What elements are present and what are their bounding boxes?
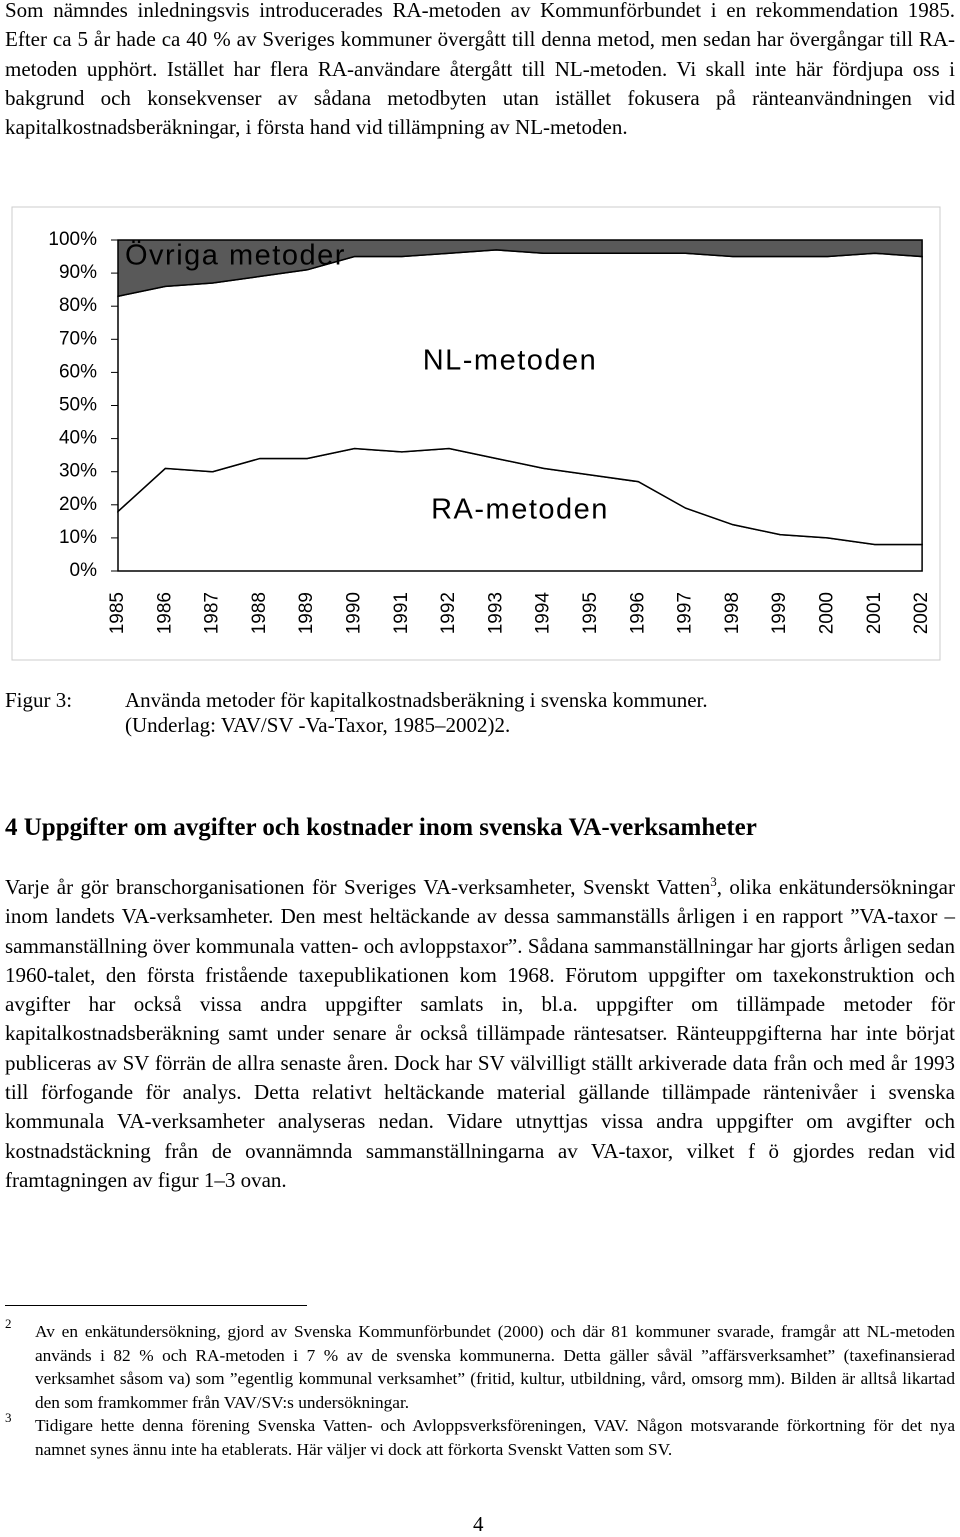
footnote-rule xyxy=(5,1305,307,1306)
x-tick-label: 2002 xyxy=(911,592,932,634)
x-tick-label: 1998 xyxy=(722,592,743,634)
page-number: 4 xyxy=(473,1512,484,1536)
y-tick-label: 30% xyxy=(59,461,97,482)
x-tick-label: 1995 xyxy=(580,592,601,634)
area-label: RA-metoden xyxy=(431,494,609,526)
y-tick-label: 80% xyxy=(59,295,97,316)
text: , olika enkätundersökningar inom landets… xyxy=(5,875,955,1192)
chart-frame xyxy=(11,206,941,661)
y-tick-label: 100% xyxy=(48,229,97,250)
footnote-number: 3 xyxy=(5,1410,12,1425)
y-tick-label: 0% xyxy=(70,560,98,581)
x-tick-label: 2001 xyxy=(864,592,885,634)
caption-line: Använda metoder för kapitalkostnadsberäk… xyxy=(125,688,708,712)
paragraph: Varje år gör branschorganisationen för S… xyxy=(5,873,955,1195)
y-tick-label: 40% xyxy=(59,428,97,449)
y-tick-label: 90% xyxy=(59,262,97,283)
footnote: Tidigare hette denna förening Svenska Va… xyxy=(35,1416,955,1459)
x-tick-label: 1985 xyxy=(107,592,128,634)
x-tick-label: 1988 xyxy=(249,592,270,634)
x-tick-label: 1987 xyxy=(202,592,223,634)
x-tick-label: 1997 xyxy=(675,592,696,634)
x-tick-label: 1986 xyxy=(154,592,175,634)
y-tick-label: 60% xyxy=(59,361,97,382)
x-tick-label: 2000 xyxy=(817,592,838,634)
y-tick-label: 70% xyxy=(59,328,97,349)
footnote: Av en enkätundersökning, gjord av Svensk… xyxy=(35,1322,955,1412)
footnote-ref: 3 xyxy=(710,874,717,889)
y-tick-label: 10% xyxy=(59,527,97,548)
area-label: NL-metoden xyxy=(423,345,598,377)
text: Varje år gör branschorganisationen för S… xyxy=(5,875,711,899)
caption-line: (Underlag: VAV/SV -Va-Taxor, 1985–2002)2… xyxy=(125,713,511,737)
intro-paragraph: Som nämndes inledningsvis introducerades… xyxy=(5,0,955,140)
footnote-number: 2 xyxy=(5,1316,12,1331)
x-tick-label: 1990 xyxy=(344,592,365,634)
x-tick-label: 1999 xyxy=(769,592,790,634)
y-tick-label: 50% xyxy=(59,395,97,416)
x-tick-label: 1992 xyxy=(438,592,459,634)
area-label: Övriga metoder xyxy=(125,240,346,272)
x-tick-label: 1993 xyxy=(485,592,506,634)
chart: 0% 10% 20% 30% 40% 50% 60% 70% 80% 90% 100% RA-meto… xyxy=(11,206,941,661)
x-tick-label: 1994 xyxy=(533,592,554,635)
x-tick-label: 1989 xyxy=(296,592,317,634)
y-tick-label: 20% xyxy=(59,494,97,515)
x-tick-label: 1996 xyxy=(627,592,648,634)
caption-label: Figur 3: xyxy=(5,688,73,712)
section-heading: 4 Uppgifter om avgifter och kostnader in… xyxy=(5,814,757,841)
area xyxy=(117,239,923,298)
x-tick-label: 1991 xyxy=(391,592,412,634)
